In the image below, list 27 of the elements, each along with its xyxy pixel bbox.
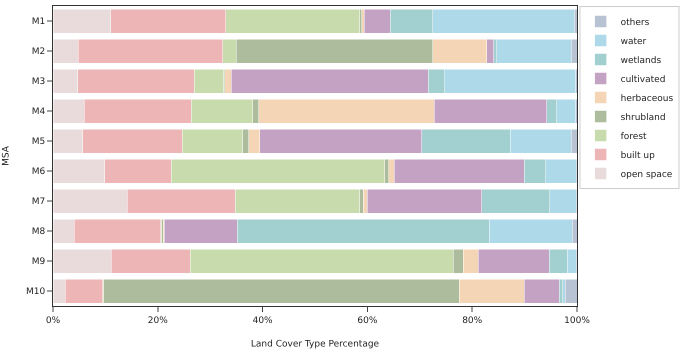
y-tick-label: M9: [32, 257, 46, 268]
x-tick-label: 60%: [357, 316, 378, 326]
legend-label: shrubland: [620, 113, 666, 124]
x-tick-label: 20%: [148, 316, 168, 326]
legend-label: others: [620, 18, 650, 28]
x-tick-label: 100%: [564, 316, 590, 326]
y-tick-label: M5: [32, 137, 46, 148]
y-tick-label: M10: [26, 287, 46, 298]
y-tick-label: M6: [32, 167, 46, 178]
y-tick-label: M1: [32, 17, 46, 28]
x-tick-label: 0%: [46, 316, 61, 326]
legend-label: water: [620, 37, 647, 48]
legend-label: herbaceous: [620, 94, 674, 104]
y-axis-title: MSA: [1, 145, 12, 166]
x-axis-title: Land Cover Type Percentage: [250, 340, 380, 350]
y-tick-label: M7: [32, 197, 46, 208]
y-tick-label: M8: [32, 227, 46, 238]
legend-label: built up: [620, 151, 656, 162]
legend-label: wetlands: [620, 56, 662, 66]
legend-label: forest: [620, 132, 648, 142]
y-tick-label: M2: [32, 47, 46, 58]
x-tick-label: 80%: [462, 316, 483, 326]
y-tick-label: M4: [32, 107, 46, 118]
y-tick-label: M3: [32, 77, 46, 88]
legend-label: cultivated: [620, 75, 666, 86]
x-tick-label: 40%: [252, 316, 274, 326]
legend-label: open space: [620, 170, 673, 180]
